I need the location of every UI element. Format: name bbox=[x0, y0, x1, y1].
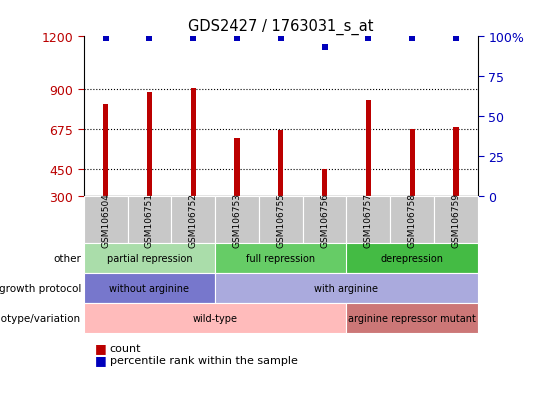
Text: GSM106751: GSM106751 bbox=[145, 192, 154, 247]
Text: with arginine: with arginine bbox=[314, 283, 379, 293]
Bar bbox=[409, 130, 415, 196]
Text: ▶: ▶ bbox=[88, 254, 94, 263]
Bar bbox=[322, 170, 327, 196]
Text: growth protocol: growth protocol bbox=[0, 283, 81, 293]
Text: percentile rank within the sample: percentile rank within the sample bbox=[110, 355, 298, 365]
Text: ▶: ▶ bbox=[88, 313, 94, 323]
Bar bbox=[234, 139, 240, 196]
Text: GSM106756: GSM106756 bbox=[320, 192, 329, 247]
Text: full repression: full repression bbox=[246, 254, 315, 263]
Bar bbox=[191, 88, 196, 196]
Text: partial repression: partial repression bbox=[106, 254, 192, 263]
Text: ■: ■ bbox=[94, 353, 106, 366]
Text: count: count bbox=[110, 343, 141, 353]
Bar bbox=[103, 104, 108, 196]
Text: arginine repressor mutant: arginine repressor mutant bbox=[348, 313, 476, 323]
Bar bbox=[366, 101, 371, 196]
Text: GSM106753: GSM106753 bbox=[233, 192, 241, 247]
Text: without arginine: without arginine bbox=[110, 283, 190, 293]
Bar bbox=[454, 128, 458, 196]
Text: ■: ■ bbox=[94, 342, 106, 355]
Title: GDS2427 / 1763031_s_at: GDS2427 / 1763031_s_at bbox=[188, 18, 374, 34]
Text: GSM106755: GSM106755 bbox=[276, 192, 285, 247]
Text: GSM106752: GSM106752 bbox=[188, 192, 198, 247]
Bar bbox=[147, 93, 152, 196]
Text: derepression: derepression bbox=[381, 254, 444, 263]
Bar bbox=[278, 131, 284, 196]
Text: GSM106758: GSM106758 bbox=[408, 192, 417, 247]
Text: GSM106757: GSM106757 bbox=[364, 192, 373, 247]
Text: genotype/variation: genotype/variation bbox=[0, 313, 81, 323]
Text: GSM106759: GSM106759 bbox=[451, 192, 461, 247]
Text: ▶: ▶ bbox=[88, 284, 94, 293]
Text: other: other bbox=[53, 254, 81, 263]
Text: wild-type: wild-type bbox=[193, 313, 238, 323]
Text: GSM106504: GSM106504 bbox=[101, 192, 110, 247]
